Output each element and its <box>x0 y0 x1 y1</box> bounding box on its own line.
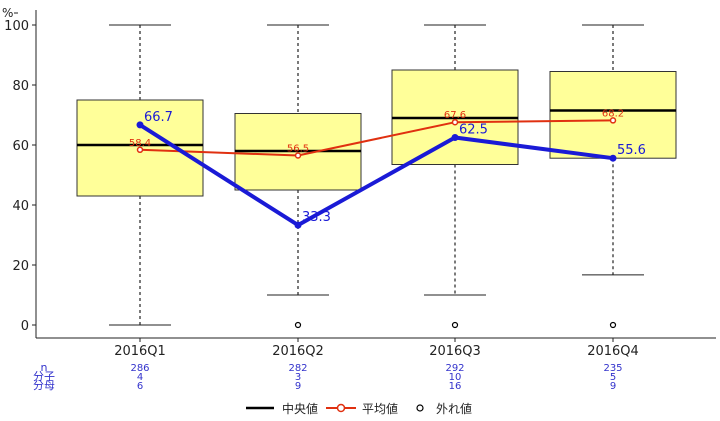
mean-point <box>609 117 617 124</box>
table-cell: 4 <box>137 372 143 383</box>
mean-data-label: 68.2 <box>602 108 624 119</box>
mean-line <box>139 119 614 157</box>
legend-median-label: 中央値 <box>282 401 318 416</box>
x-tick-label: 2016Q4 <box>587 344 639 359</box>
legend: 中央値 平均値 外れ値 <box>246 401 472 416</box>
value-line <box>138 123 614 228</box>
table-cell: 6 <box>137 381 143 392</box>
mean-data-label: 56.5 <box>287 144 309 155</box>
table-cell: 282 <box>288 363 307 374</box>
box-2016Q2 <box>234 24 362 329</box>
mean-point <box>294 152 302 159</box>
box-2016Q4 <box>549 24 677 329</box>
legend-mean-label: 平均値 <box>362 401 398 416</box>
box-iqr <box>549 71 677 159</box>
table-cell: 235 <box>603 363 622 374</box>
mean-data-label: 67.6 <box>444 110 466 121</box>
outlier-point <box>609 321 617 329</box>
outlier-point <box>451 321 459 329</box>
axes: % 0 20 40 60 80 100 2016Q1 2016Q2 2016Q3 2016Q4 <box>2 6 716 359</box>
value-data-label: 62.5 <box>459 123 488 138</box>
value-point <box>451 134 459 141</box>
value-data-label: 33.3 <box>302 210 331 225</box>
boxes <box>76 24 677 329</box>
table-cell: 9 <box>610 381 616 392</box>
value-point <box>609 154 617 162</box>
value-data-label: 66.7 <box>144 110 173 125</box>
value-data-label: 55.6 <box>617 143 646 158</box>
y-axis-label: % <box>2 6 13 20</box>
outlier-point <box>294 321 302 329</box>
x-tick-label: 2016Q2 <box>272 344 324 359</box>
mean-data-label: 58.4 <box>129 138 151 149</box>
table-cell: 10 <box>449 372 462 383</box>
table-cell: 3 <box>295 372 301 383</box>
table-cell: 16 <box>449 381 462 392</box>
y-tick-label: 0 <box>21 319 29 334</box>
value-point <box>294 221 302 229</box>
box-2016Q3 <box>391 24 519 329</box>
value-point <box>136 121 144 129</box>
table-cell: 9 <box>295 381 301 392</box>
table-row-label: 分母 <box>33 379 55 392</box>
series-lines: 58.4 56.5 67.6 68.2 66.7 33.3 62.5 55.6 <box>129 108 646 229</box>
y-tick-label: 100 <box>4 19 29 34</box>
y-tick-label: 80 <box>12 79 29 94</box>
table-cell: 5 <box>610 372 616 383</box>
mean-point <box>136 146 144 154</box>
table-row-label: 分子 <box>33 370 55 383</box>
y-tick-label: 40 <box>12 199 29 214</box>
x-tick-label: 2016Q1 <box>114 344 166 359</box>
legend-outlier-label: 外れ値 <box>436 401 472 416</box>
x-tick-label: 2016Q3 <box>429 344 481 359</box>
table-cell: 292 <box>445 363 464 374</box>
legend-outlier-swatch <box>416 404 424 412</box>
legend-mean-swatch-point <box>336 403 346 413</box>
y-tick-label: 60 <box>12 139 29 154</box>
y-tick-label: 20 <box>12 259 29 274</box>
box-2016Q1 <box>76 24 204 326</box>
table-cell: 286 <box>130 363 149 374</box>
mean-point <box>451 118 459 126</box>
table-row-label: n <box>41 361 48 374</box>
